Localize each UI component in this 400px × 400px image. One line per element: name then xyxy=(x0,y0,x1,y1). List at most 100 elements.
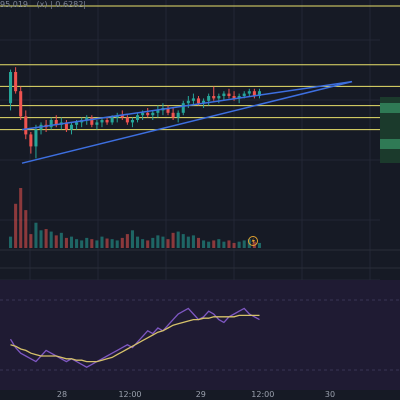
candle-body[interactable] xyxy=(85,117,89,120)
candle-body[interactable] xyxy=(217,96,221,99)
right-panel-marker xyxy=(380,103,400,113)
candle-body[interactable] xyxy=(237,96,241,99)
volume-bar xyxy=(257,242,261,248)
volume-bar xyxy=(100,236,104,248)
volume-bar xyxy=(44,229,48,248)
rsi-pane xyxy=(0,280,400,390)
volume-bar xyxy=(252,241,256,248)
volume-bar xyxy=(120,237,124,248)
candle-body[interactable] xyxy=(141,112,145,116)
candle-body[interactable] xyxy=(171,112,175,118)
volume-bar xyxy=(196,237,201,248)
volume-bar xyxy=(75,239,79,248)
volume-bar xyxy=(19,188,23,248)
trend-line-upper[interactable] xyxy=(21,80,353,131)
candle-body[interactable] xyxy=(90,117,94,125)
candle-body[interactable] xyxy=(156,110,160,113)
candle-body[interactable] xyxy=(181,103,185,113)
candle-body[interactable] xyxy=(212,96,216,99)
volume-bar xyxy=(202,240,206,248)
candle-body[interactable] xyxy=(207,96,211,101)
volume-bar xyxy=(161,236,165,248)
candle-body[interactable] xyxy=(202,100,206,104)
candle-body[interactable] xyxy=(146,112,150,116)
candle-body[interactable] xyxy=(125,117,129,123)
candle-body[interactable] xyxy=(110,117,114,123)
volume-bar xyxy=(80,240,84,248)
volume-bar xyxy=(125,234,129,248)
candle-body[interactable] xyxy=(247,91,251,94)
volume-bar xyxy=(242,240,246,248)
volume-bar xyxy=(141,239,145,248)
volume-bar xyxy=(212,240,216,248)
x-axis-tick: 12:00 xyxy=(118,390,142,399)
candle-body[interactable] xyxy=(49,120,53,128)
volume-bar xyxy=(115,240,119,248)
candle-body[interactable] xyxy=(75,122,79,125)
candle-body[interactable] xyxy=(130,120,134,123)
volume-bar xyxy=(156,235,160,248)
candle-body[interactable] xyxy=(69,124,74,130)
candle-body[interactable] xyxy=(136,115,140,120)
volume-bar xyxy=(217,239,221,248)
candle-body[interactable] xyxy=(54,120,58,125)
volume-bar xyxy=(49,231,53,248)
x-axis-tick: 12:00 xyxy=(251,390,275,399)
candle-body[interactable] xyxy=(252,91,256,96)
candle-body[interactable] xyxy=(166,108,170,113)
volume-bar xyxy=(146,240,150,248)
volume-bar xyxy=(181,234,185,248)
candle-body[interactable] xyxy=(176,112,180,118)
candle-body[interactable] xyxy=(64,122,68,130)
candle-body[interactable] xyxy=(191,98,195,101)
rsi-ma-line xyxy=(10,314,260,363)
volume-bar xyxy=(166,239,170,248)
candle-body[interactable] xyxy=(19,91,23,117)
volume-bar xyxy=(186,236,190,248)
candle-body[interactable] xyxy=(242,93,246,96)
candle-body[interactable] xyxy=(151,112,155,116)
volume-bar xyxy=(59,232,63,248)
x-axis-tick: 28 xyxy=(56,390,68,399)
candle-body[interactable] xyxy=(100,120,104,123)
volume-bar xyxy=(222,241,226,248)
candle-body[interactable] xyxy=(227,93,231,96)
badge: (x) | 0.6282| xyxy=(36,0,86,9)
candle-body[interactable] xyxy=(257,91,261,96)
candle-body[interactable] xyxy=(24,116,28,135)
x-axis-tick: 29 xyxy=(195,390,206,399)
volume-bar xyxy=(29,234,33,248)
candle-body[interactable] xyxy=(222,93,226,96)
candle-body[interactable] xyxy=(9,72,13,104)
right-panel xyxy=(380,97,400,163)
volume-bar xyxy=(9,236,13,248)
volume-bar xyxy=(176,231,180,248)
candle-body[interactable] xyxy=(95,122,99,125)
volume-bar xyxy=(130,230,134,248)
volume-bar xyxy=(110,239,114,248)
candle-body[interactable] xyxy=(120,115,124,118)
candle-body[interactable] xyxy=(105,120,109,123)
candle-body[interactable] xyxy=(29,134,33,147)
volume-bar xyxy=(232,242,236,248)
chart-header: 95,019 (x) | 0.6282| xyxy=(0,0,92,12)
volume-bar xyxy=(69,236,74,248)
trend-line-lower[interactable] xyxy=(21,80,353,164)
candle-body[interactable] xyxy=(34,129,38,147)
price-readout: 95,019 xyxy=(0,0,28,9)
x-axis-tick: 30 xyxy=(324,390,336,399)
candle-body[interactable] xyxy=(14,72,18,92)
volume-bar xyxy=(24,210,28,248)
lightning-icon-glyph xyxy=(251,237,255,245)
volume-bar xyxy=(39,230,43,248)
candle-body[interactable] xyxy=(232,96,236,99)
lightning-icon[interactable] xyxy=(248,236,258,246)
right-panel-marker-2 xyxy=(380,139,400,149)
volume-bar xyxy=(85,237,89,248)
candle-body[interactable] xyxy=(186,100,190,104)
volume-bar xyxy=(227,240,231,248)
volume-bar xyxy=(237,241,241,248)
candle-body[interactable] xyxy=(196,98,201,104)
